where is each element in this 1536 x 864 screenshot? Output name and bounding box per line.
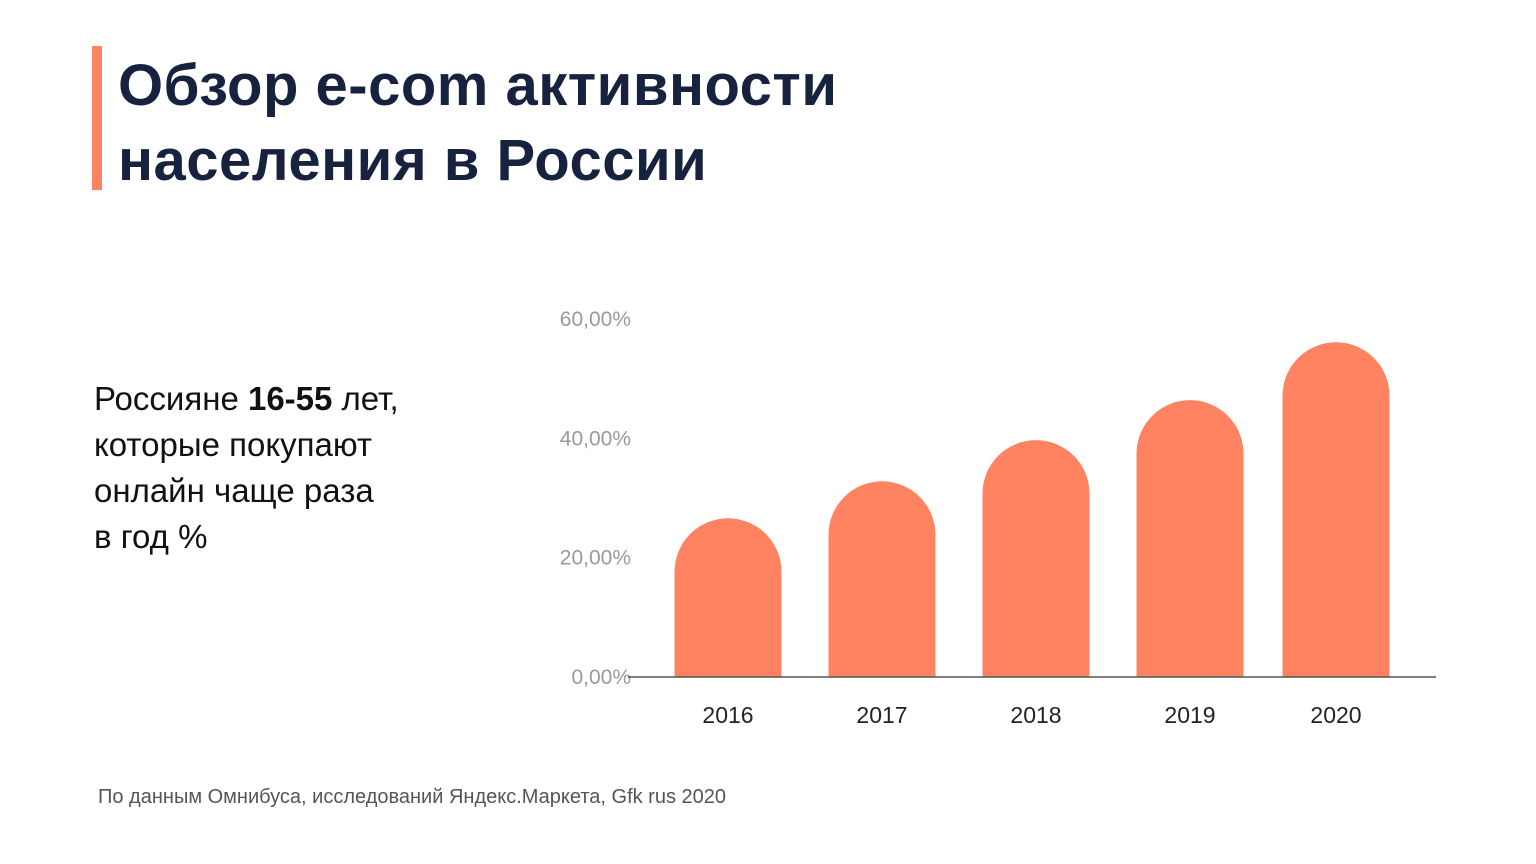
desc-age-range: 16-55 xyxy=(247,380,333,417)
title-accent-bar xyxy=(92,46,102,190)
x-tick-label: 2016 xyxy=(702,702,753,728)
desc-suffix: лет, xyxy=(332,380,399,417)
bar-2018 xyxy=(982,440,1090,677)
source-note: По данным Омнибуса, исследований Яндекс.… xyxy=(98,786,727,808)
chart-description: Россияне 16-55 лет, которые покупают онл… xyxy=(94,376,514,560)
y-tick-label: 40,00% xyxy=(560,427,631,450)
x-tick-label: 2020 xyxy=(1310,702,1361,728)
x-tick-label: 2017 xyxy=(856,702,907,728)
y-tick-label: 60,00% xyxy=(560,308,631,331)
title-line-1: Обзор e-com активности xyxy=(118,53,838,118)
desc-line-2: которые покупают xyxy=(94,426,373,463)
bar-2016 xyxy=(674,518,782,677)
bar-2020 xyxy=(1282,342,1390,677)
desc-line-3: онлайн чаще раза xyxy=(94,472,374,509)
title-line-2: населения в России xyxy=(118,128,708,193)
x-tick-label: 2018 xyxy=(1010,702,1061,728)
page-title: Обзор e-com активности населения в Росси… xyxy=(118,48,838,198)
bar-2017 xyxy=(828,481,936,677)
desc-line-4: в год % xyxy=(94,518,208,555)
bar-2019 xyxy=(1136,400,1244,677)
desc-prefix: Россияне xyxy=(94,380,248,417)
y-tick-label: 20,00% xyxy=(560,547,631,570)
x-tick-label: 2019 xyxy=(1164,702,1215,728)
y-tick-label: 0,00% xyxy=(571,666,631,689)
